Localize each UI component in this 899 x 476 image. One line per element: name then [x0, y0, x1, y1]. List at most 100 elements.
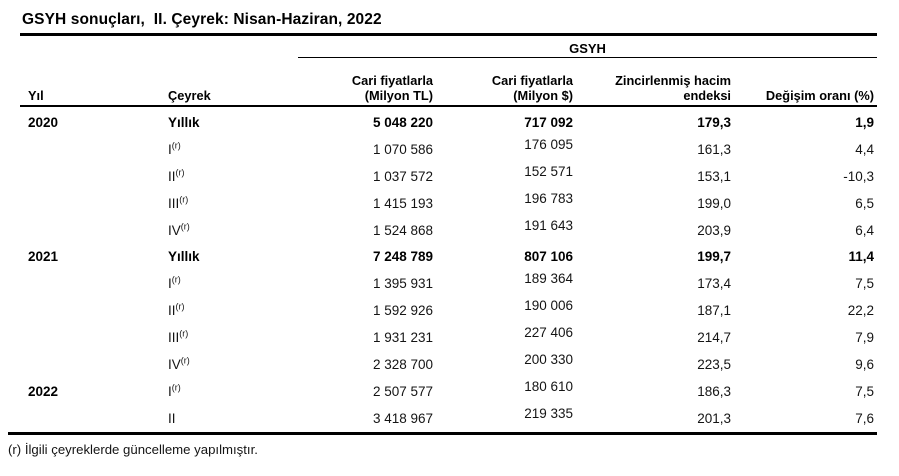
column-header-line: (Milyon $) — [513, 87, 573, 103]
cell-current-prices-tl: 1 524 868 — [372, 222, 433, 238]
cell-current-prices-usd: 189 364 — [524, 271, 573, 287]
cell-volume-index: 173,4 — [697, 276, 731, 292]
cell-current-prices-tl: 1 037 572 — [372, 168, 433, 184]
table-row: II 3 418 967 219 335 201,3 7,6 — [20, 405, 874, 432]
cell-volume-index: 223,5 — [697, 356, 731, 372]
cell-change-rate: 6,4 — [855, 222, 874, 238]
cell-quarter: II(r) — [168, 167, 298, 184]
cell-current-prices-tl: 7 248 789 — [372, 249, 433, 265]
column-header-line: Cari fiyatlarla — [491, 73, 573, 88]
table-row: II(r) 1 037 572 152 571 153,1 -10,3 — [20, 163, 874, 190]
cell-current-prices-usd: 717 092 — [524, 114, 573, 130]
cell-quarter: I(r) — [168, 274, 298, 291]
revision-superscript: (r) — [175, 301, 185, 312]
cell-year: 2021 — [28, 249, 59, 265]
cell-volume-index: 203,9 — [697, 222, 731, 238]
revision-superscript: (r) — [171, 382, 181, 393]
cell-volume-index: 214,7 — [697, 330, 731, 346]
quarter-label: Yıllık — [168, 114, 200, 130]
quarter-label: II — [168, 303, 176, 319]
cell-quarter: Yıllık — [168, 115, 298, 130]
cell-quarter: IV(r) — [168, 355, 298, 372]
group-header-underline — [298, 57, 877, 59]
cell-volume-index: 201,3 — [697, 410, 731, 426]
column-header-change-rate: Değişim oranı (%) — [765, 87, 874, 103]
cell-quarter: II(r) — [168, 301, 298, 319]
column-header-chained-volume-index: Zincirlenmiş hacim endeksi — [573, 73, 731, 103]
revision-superscript: (r) — [171, 274, 181, 285]
table-header-row: Yıl Çeyrek Cari fiyatlarla (Milyon TL) C… — [20, 60, 874, 103]
cell-year: 2020 — [28, 114, 59, 130]
table-row: III(r) 1 415 193 196 783 199,0 6,5 — [20, 190, 874, 217]
quarter-label: II — [168, 410, 176, 426]
cell-current-prices-tl: 2 507 577 — [372, 383, 433, 399]
cell-change-rate: 7,9 — [855, 330, 874, 346]
cell-current-prices-usd: 190 006 — [524, 298, 573, 314]
cell-current-prices-usd: 196 783 — [524, 190, 573, 206]
column-header-line: (Milyon TL) — [364, 87, 433, 103]
cell-current-prices-usd: 191 643 — [524, 217, 573, 233]
cell-volume-index: 186,3 — [697, 383, 731, 399]
revision-superscript: (r) — [171, 140, 181, 151]
cell-volume-index: 153,1 — [697, 168, 731, 184]
cell-change-rate: 7,5 — [855, 383, 874, 399]
cell-change-rate: 4,4 — [855, 141, 874, 157]
column-header-line: Zincirlenmiş hacim — [615, 73, 731, 88]
column-header-line: Cari fiyatlarla — [351, 73, 433, 88]
cell-volume-index: 199,0 — [697, 195, 731, 211]
cell-quarter: IV(r) — [168, 221, 298, 238]
cell-volume-index: 187,1 — [697, 303, 731, 319]
column-header-quarter: Çeyrek — [168, 87, 211, 103]
table-row: IV(r) 2 328 700 200 330 223,5 9,6 — [20, 351, 874, 378]
table-row: I(r) 1 395 931 189 364 173,4 7,5 — [20, 270, 874, 297]
cell-volume-index: 199,7 — [697, 249, 731, 265]
table-bottom-rule — [8, 432, 877, 435]
cell-current-prices-tl: 1 931 231 — [372, 330, 433, 346]
cell-change-rate: 22,2 — [847, 303, 874, 319]
cell-current-prices-usd: 180 610 — [524, 378, 573, 394]
table-row: 2021 Yıllık 7 248 789 807 106 199,7 11,4 — [20, 243, 874, 270]
table-row: III(r) 1 931 231 227 406 214,7 7,9 — [20, 324, 874, 351]
cell-change-rate: 11,4 — [848, 249, 874, 265]
quarter-label: Yıllık — [168, 249, 200, 265]
table-row: 2022 I(r) 2 507 577 180 610 186,3 7,5 — [20, 378, 874, 405]
cell-current-prices-usd: 807 106 — [524, 249, 573, 265]
quarter-label: III — [168, 195, 180, 211]
cell-current-prices-tl: 1 415 193 — [372, 195, 433, 211]
cell-quarter: III(r) — [168, 195, 298, 211]
cell-quarter: I(r) — [168, 382, 298, 399]
column-header-line: endeksi — [683, 87, 731, 103]
column-header-year: Yıl — [28, 87, 44, 103]
table-row: 2020 Yıllık 5 048 220 717 092 179,3 1,9 — [20, 109, 874, 136]
table-row: IV(r) 1 524 868 191 643 203,9 6,4 — [20, 217, 874, 244]
cell-current-prices-tl: 3 418 967 — [372, 410, 433, 426]
revision-superscript: (r) — [175, 167, 185, 178]
table-row: II(r) 1 592 926 190 006 187,1 22,2 — [20, 297, 874, 324]
page-title: GSYH sonuçları, II. Çeyrek: Nisan-Hazira… — [22, 11, 382, 28]
cell-quarter: II — [168, 411, 298, 426]
revision-superscript: (r) — [180, 221, 190, 231]
column-header-current-prices-usd: Cari fiyatlarla (Milyon $) — [433, 73, 573, 103]
cell-current-prices-tl: 1 592 926 — [372, 303, 433, 319]
title-underline — [20, 33, 877, 36]
cell-current-prices-usd: 152 571 — [524, 163, 573, 179]
revision-superscript: (r) — [179, 328, 189, 339]
quarter-label: II — [168, 168, 176, 184]
cell-current-prices-usd: 227 406 — [524, 325, 573, 341]
table-group-header: GSYH — [569, 41, 606, 56]
cell-change-rate: -10,3 — [843, 168, 874, 184]
cell-quarter: Yıllık — [168, 249, 298, 264]
cell-change-rate: 9,6 — [855, 356, 874, 372]
column-header-current-prices-tl: Cari fiyatlarla (Milyon TL) — [298, 73, 433, 103]
cell-current-prices-usd: 176 095 — [524, 136, 573, 152]
cell-current-prices-usd: 200 330 — [524, 351, 573, 367]
quarter-label: IV — [168, 222, 181, 238]
cell-change-rate: 7,5 — [855, 276, 874, 292]
cell-change-rate: 7,6 — [855, 410, 874, 426]
header-underline — [20, 105, 877, 107]
cell-current-prices-tl: 1 070 586 — [372, 141, 433, 157]
revision-superscript: (r) — [180, 355, 190, 366]
cell-change-rate: 6,5 — [855, 195, 874, 211]
quarter-label: I — [168, 141, 172, 157]
